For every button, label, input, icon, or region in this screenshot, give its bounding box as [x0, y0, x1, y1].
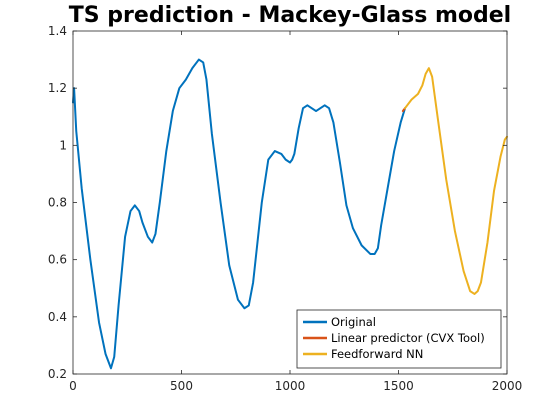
x-tick-label: 0: [69, 379, 77, 393]
y-tick-label: 0.8: [48, 196, 67, 210]
chart-title: TS prediction - Mackey-Glass model: [69, 3, 511, 28]
series-line-0: [72, 58, 407, 370]
y-tick-label: 1.4: [48, 24, 67, 38]
axes-box: [72, 30, 508, 375]
y-tick-label: 0.6: [48, 253, 67, 267]
series-lines: [72, 58, 508, 370]
legend-label-1: Linear predictor (CVX Tool): [331, 331, 485, 345]
legend-label-0: Original: [331, 315, 376, 329]
series-line-2: [404, 67, 508, 295]
x-tick-label: 1500: [383, 379, 414, 393]
legend-box: [296, 309, 502, 369]
legend: Original Linear predictor (CVX Tool) Feedf…: [296, 309, 502, 369]
y-tick-label: 1: [59, 138, 67, 152]
x-tick-label: 2000: [492, 379, 523, 393]
x-tick-label: 1000: [275, 379, 306, 393]
x-tick-label: 500: [170, 379, 193, 393]
y-tick-label: 1.2: [48, 81, 67, 95]
y-tick-label: 0.2: [48, 367, 67, 381]
y-tick-label: 0.4: [48, 310, 67, 324]
legend-label-2: Feedforward NN: [331, 347, 423, 361]
